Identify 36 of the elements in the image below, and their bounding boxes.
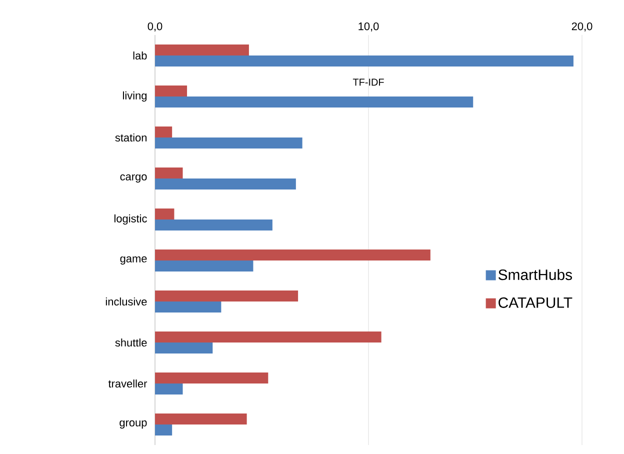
bar — [155, 96, 474, 108]
legend-label: CATAPULT — [498, 297, 572, 308]
y-tick-label: cargo — [120, 174, 147, 183]
bar — [155, 250, 430, 261]
bar — [155, 168, 183, 179]
y-tick-label: game — [120, 256, 147, 265]
bar — [155, 44, 249, 56]
bar — [155, 414, 247, 425]
bar — [155, 342, 213, 354]
y-tick-label: lab — [133, 51, 147, 60]
y-tick-label: logistic — [114, 214, 147, 225]
legend-label: SmartHubs — [498, 269, 572, 280]
x-tick-label: 20,0 — [572, 22, 592, 32]
bar — [155, 220, 272, 231]
bar — [155, 138, 302, 149]
y-tick-label: living — [122, 91, 147, 102]
x-axis-title: TF-IDF — [352, 78, 384, 86]
bar — [155, 126, 172, 138]
bar — [155, 56, 574, 67]
bar — [155, 384, 183, 395]
bar — [155, 208, 174, 220]
bar — [155, 424, 172, 436]
x-tick-label: 10,0 — [358, 22, 379, 32]
y-tick-label: shuttle — [115, 338, 147, 347]
bar — [155, 332, 382, 343]
bar — [155, 372, 268, 384]
bar — [155, 302, 222, 313]
bar — [155, 86, 188, 97]
y-tick-label: group — [120, 420, 147, 429]
y-tick-label: inclusive — [106, 297, 147, 306]
y-tick-label: traveller — [108, 379, 148, 388]
bar — [155, 178, 296, 190]
bar — [155, 290, 298, 302]
y-tick-label: station — [115, 133, 147, 142]
bar — [155, 260, 254, 272]
x-tick-label: 0,0 — [148, 22, 162, 32]
